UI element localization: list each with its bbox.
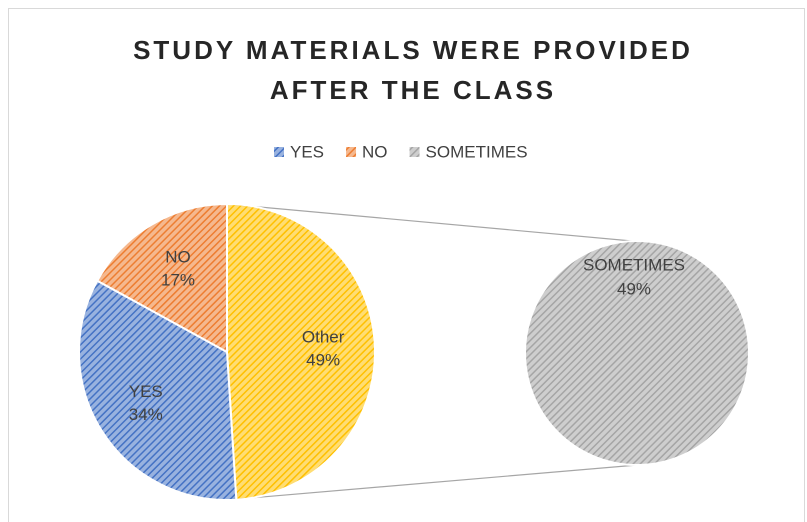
slice-value-label: 34% — [129, 405, 163, 424]
pie-slice — [226, 202, 376, 501]
slice-label: YES — [129, 382, 163, 401]
pie-slice — [95, 202, 228, 354]
slice-value-label: 17% — [161, 271, 195, 290]
legend-swatch — [409, 147, 420, 157]
legend-label: NO — [362, 142, 388, 161]
slice-label: Other — [302, 327, 345, 346]
slice-value-label: 49% — [617, 279, 651, 298]
slice-label: NO — [165, 248, 191, 267]
chart-frame — [8, 8, 805, 522]
connector-line — [226, 464, 638, 501]
chart-title: STUDY MATERIALS WERE PROVIDED AFTER THE … — [133, 35, 693, 105]
legend-label: YES — [290, 142, 324, 161]
pie-slice — [524, 240, 750, 466]
legend-label: SOMETIMES — [426, 142, 528, 161]
connector-line — [226, 203, 633, 242]
legend-swatch — [346, 147, 357, 157]
legend-swatch — [274, 147, 284, 157]
slice-label: SOMETIMES — [583, 255, 685, 274]
slice-value-label: 49% — [306, 350, 340, 369]
